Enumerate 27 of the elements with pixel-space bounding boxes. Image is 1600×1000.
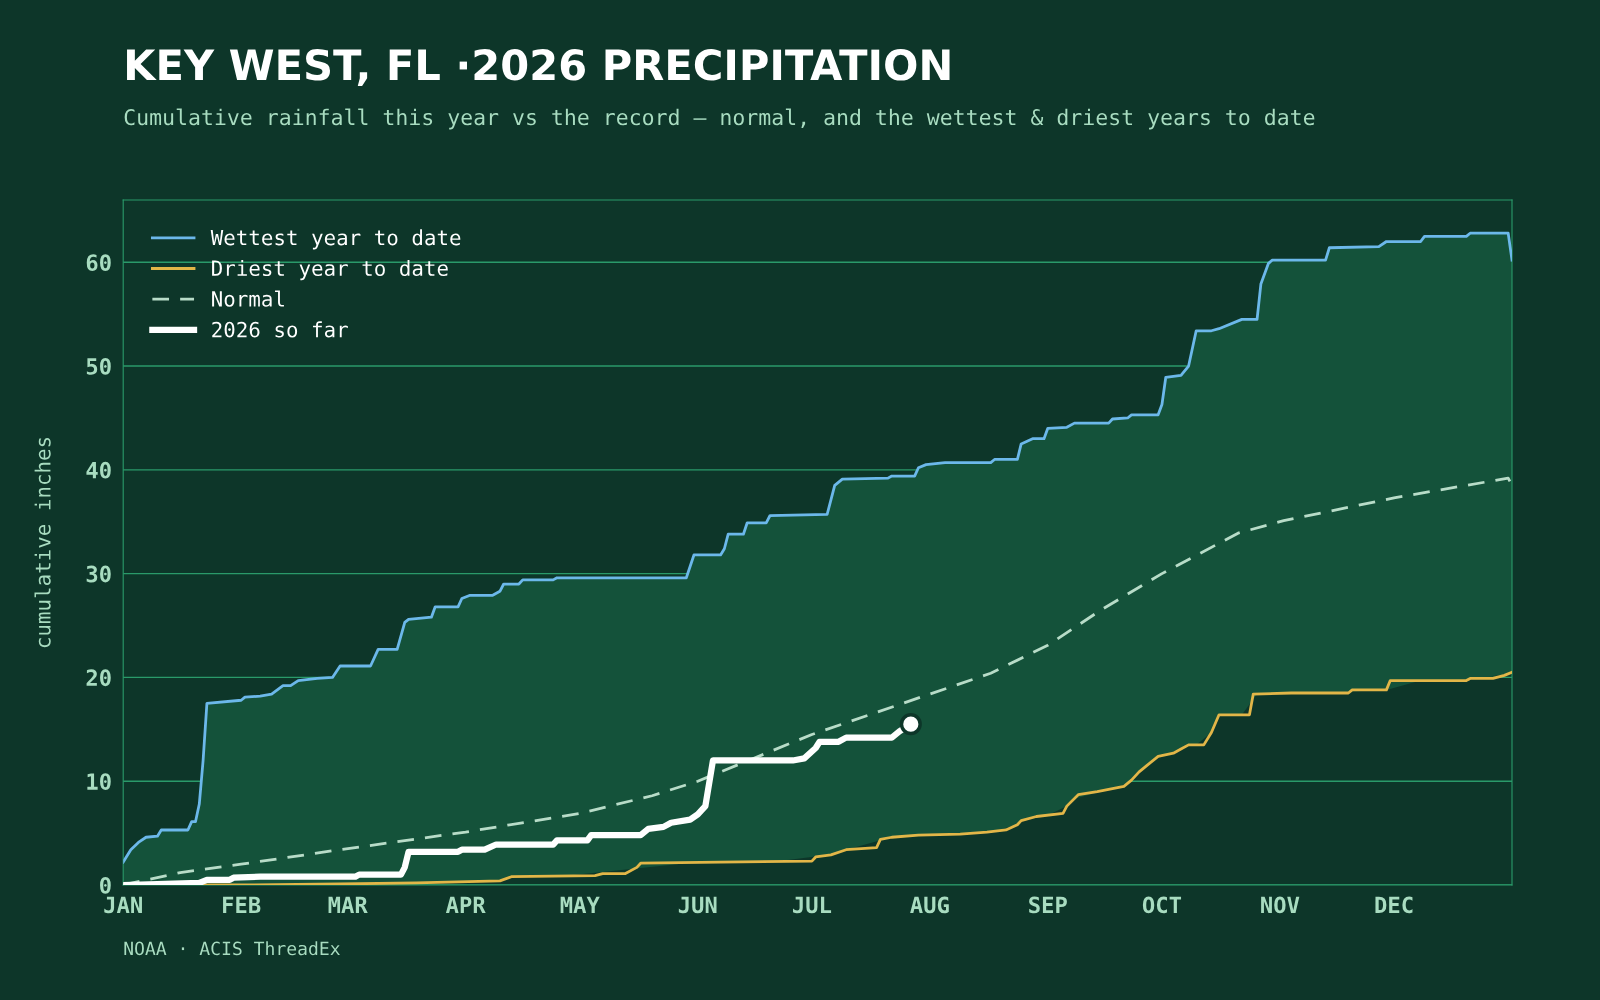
x-tick-label: DEC — [1375, 896, 1413, 914]
y-tick-label: 30 — [86, 565, 111, 583]
x-tick-label: JUN — [678, 896, 717, 914]
x-tick-label: SEP — [1029, 896, 1067, 914]
text: NOAA · ACIS ThreadEx — [124, 941, 340, 956]
legend-label: Normal — [212, 290, 284, 307]
x-tick-label: AUG — [910, 896, 949, 914]
y-axis-title: cumulative inches — [34, 437, 51, 648]
y-tick-label: 10 — [87, 773, 111, 790]
y-tick-label: 0 — [100, 876, 111, 894]
x-tick-label: JUL — [793, 896, 832, 914]
y-tick-label: 60 — [86, 254, 111, 272]
y-tick-label: 40 — [86, 461, 111, 479]
y-tick-label: 50 — [86, 358, 111, 375]
y-tick-label: 20 — [86, 669, 111, 687]
legend-label: Driest year to date — [212, 259, 448, 281]
x-tick-label: APR — [445, 896, 486, 913]
chart-title: KEY WEST, FL ·2026 PRECIPITATION — [127, 49, 950, 86]
x-tick-label: JAN — [104, 896, 142, 914]
x-tick-label: FEB — [223, 896, 261, 913]
legend-label: 2026 so far — [212, 321, 348, 338]
x-tick-label: OCT — [1142, 896, 1182, 914]
x-tick-label: MAY — [560, 896, 600, 913]
x-tick-label: NOV — [1261, 896, 1300, 914]
legend-label: Wettest year to date — [210, 229, 461, 250]
x-tick-label: MAR — [328, 896, 368, 913]
chart-subtitle: Cumulative rainfall this year vs the record — normal, and the wettest & driest years to date — [124, 108, 1315, 130]
